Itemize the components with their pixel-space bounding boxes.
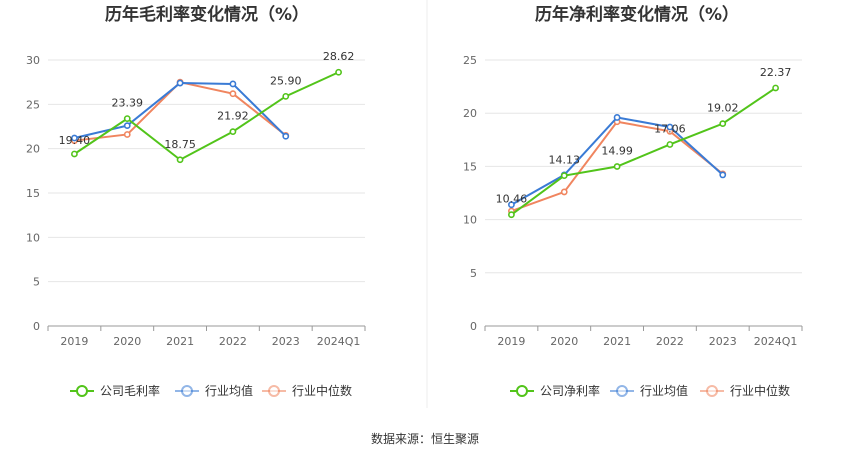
net-margin-chart: 历年净利率变化情况（%） 0 5 10 15 20 25 2019 2020 2021 2022 20… bbox=[463, 4, 803, 398]
data-point bbox=[282, 92, 290, 100]
data-point bbox=[666, 123, 674, 131]
y-tick-label: 25 bbox=[26, 98, 40, 111]
data-point bbox=[229, 80, 237, 88]
y-tick-label: 5 bbox=[33, 276, 40, 289]
data-point bbox=[176, 156, 184, 164]
data-point bbox=[71, 134, 78, 142]
legend-label: 公司净利率 bbox=[540, 383, 600, 398]
data-label: 21.92 bbox=[217, 110, 249, 123]
data-point bbox=[719, 120, 727, 128]
x-tick-label: 2022 bbox=[656, 335, 684, 348]
y-tick-label: 15 bbox=[26, 187, 40, 200]
x-tick-label: 2019 bbox=[60, 335, 88, 348]
data-label: 25.90 bbox=[270, 74, 302, 87]
data-label: 10.46 bbox=[496, 193, 528, 206]
data-point bbox=[719, 171, 727, 179]
x-tick-label: 2023 bbox=[709, 335, 737, 348]
data-label: 14.13 bbox=[549, 154, 581, 167]
data-label: 19.40 bbox=[59, 134, 91, 147]
y-tick-label: 0 bbox=[33, 320, 40, 333]
x-tick-label: 2022 bbox=[219, 335, 247, 348]
y-tick-label: 5 bbox=[470, 267, 477, 280]
legend-label: 公司毛利率 bbox=[100, 383, 160, 398]
x-tick-label: 2023 bbox=[272, 335, 300, 348]
x-tick-label: 2024Q1 bbox=[754, 335, 798, 348]
y-tick-label: 20 bbox=[463, 107, 477, 120]
data-point bbox=[613, 114, 621, 121]
legend-marker bbox=[76, 385, 88, 397]
chart-title: 历年净利率变化情况（%） bbox=[535, 4, 739, 25]
data-source-note: 数据来源：恒生聚源 bbox=[370, 432, 479, 446]
data-point bbox=[560, 188, 568, 196]
series-line bbox=[510, 87, 777, 216]
data-point bbox=[176, 79, 184, 87]
y-tick-label: 10 bbox=[463, 214, 477, 227]
data-point bbox=[229, 128, 237, 136]
data-label: 17.06 bbox=[654, 122, 686, 135]
legend-label: 行业中位数 bbox=[292, 383, 352, 398]
chart-title: 历年毛利率变化情况（%） bbox=[105, 4, 309, 25]
y-tick-label: 25 bbox=[463, 54, 477, 67]
data-point bbox=[666, 141, 674, 148]
legend-marker bbox=[616, 385, 628, 397]
legend-marker bbox=[706, 385, 718, 397]
x-tick-label: 2021 bbox=[166, 335, 194, 348]
x-tick-label: 2020 bbox=[550, 335, 578, 348]
data-point bbox=[123, 122, 131, 130]
data-label: 23.39 bbox=[112, 97, 144, 110]
data-label: 22.37 bbox=[760, 66, 792, 79]
legend-label: 行业中位数 bbox=[730, 383, 790, 398]
data-point bbox=[508, 211, 515, 219]
y-tick-label: 15 bbox=[463, 160, 477, 173]
data-label: 14.99 bbox=[601, 145, 633, 158]
data-point bbox=[560, 172, 568, 180]
data-point bbox=[772, 84, 779, 92]
data-label: 18.75 bbox=[164, 138, 196, 151]
y-tick-label: 10 bbox=[26, 231, 40, 244]
data-label: 19.02 bbox=[707, 102, 739, 115]
x-tick-label: 2019 bbox=[497, 335, 525, 348]
y-tick-label: 20 bbox=[26, 143, 40, 156]
series-line bbox=[73, 71, 339, 161]
x-tick-label: 2024Q1 bbox=[317, 335, 361, 348]
x-tick-label: 2020 bbox=[113, 335, 141, 348]
y-tick-label: 30 bbox=[26, 54, 40, 67]
data-point bbox=[613, 163, 621, 170]
gross-margin-chart: 历年毛利率变化情况（%） 0 5 10 15 20 25 30 2019 2020 2021 2022… bbox=[26, 4, 366, 398]
data-point bbox=[282, 132, 290, 140]
legend-label: 行业均值 bbox=[640, 383, 688, 398]
y-tick-label: 0 bbox=[470, 320, 477, 333]
data-point bbox=[508, 201, 515, 209]
x-tick-label: 2021 bbox=[603, 335, 631, 348]
data-point bbox=[229, 90, 237, 98]
data-label: 28.62 bbox=[323, 50, 355, 63]
legend-marker bbox=[268, 385, 280, 397]
legend-label: 行业均值 bbox=[205, 383, 253, 398]
data-point bbox=[71, 150, 78, 158]
data-point bbox=[335, 68, 342, 76]
data-point bbox=[123, 115, 131, 123]
data-point bbox=[123, 131, 131, 138]
legend-marker bbox=[181, 385, 193, 397]
legend-marker bbox=[516, 385, 528, 397]
